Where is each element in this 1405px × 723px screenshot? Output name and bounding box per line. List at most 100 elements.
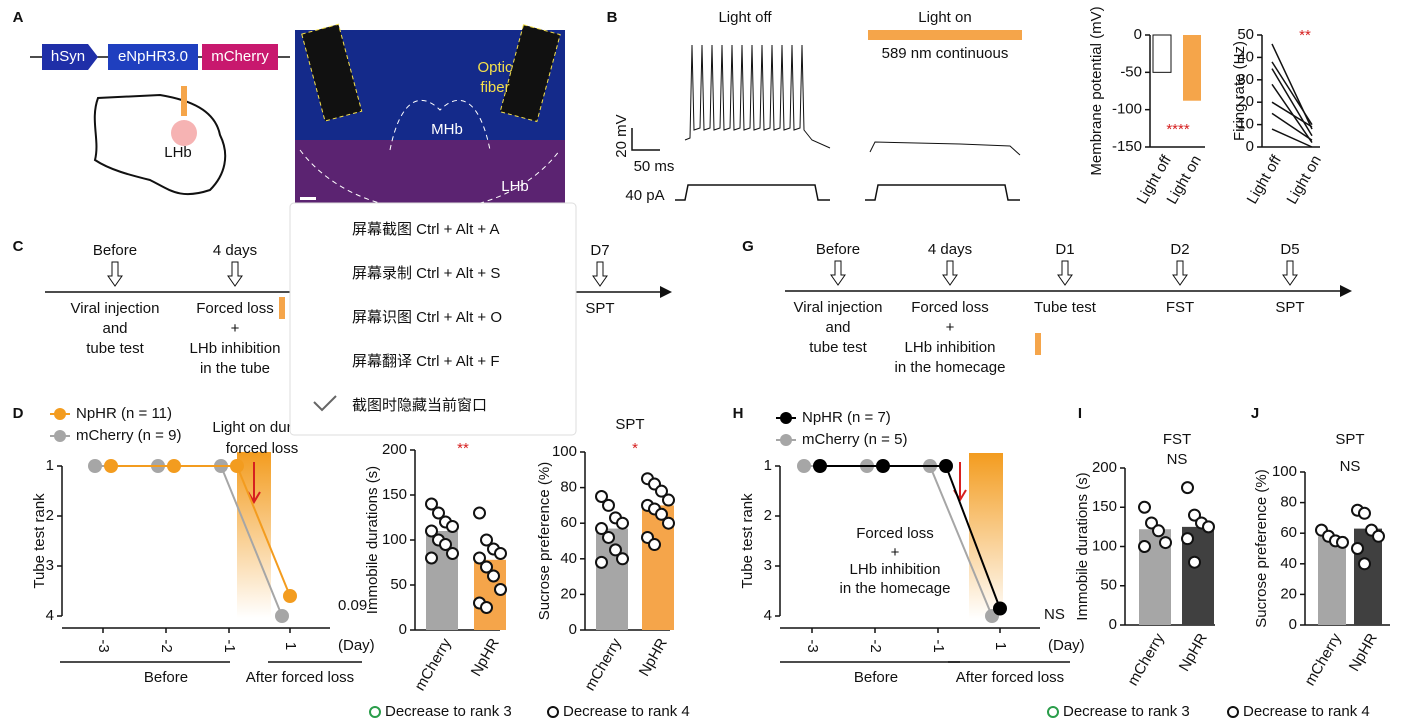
step-arrow bbox=[592, 261, 608, 287]
y-tick-label: 100 bbox=[552, 443, 577, 460]
y-tick-label: 1 bbox=[46, 457, 54, 474]
legend-dot bbox=[780, 412, 792, 424]
point bbox=[655, 507, 668, 521]
x-tick-label: mCherry bbox=[411, 635, 455, 694]
y-axis-label: Immobile durations (s) bbox=[1074, 472, 1091, 620]
x-tick-label: mCherry bbox=[1301, 630, 1345, 689]
fiber-icon bbox=[181, 86, 187, 116]
step-arrow bbox=[1172, 260, 1188, 286]
x-axis-label: (Day) bbox=[1048, 637, 1085, 654]
current: 40 pA bbox=[625, 187, 664, 204]
scale-bar bbox=[300, 197, 316, 200]
step-top: D2 bbox=[1170, 241, 1189, 258]
menu-item[interactable]: 屏幕截图 Ctrl + Alt + A bbox=[352, 221, 500, 238]
light-spot bbox=[171, 120, 197, 146]
region-label: LHb bbox=[164, 144, 192, 161]
point bbox=[813, 459, 827, 473]
y-tick-label: 2 bbox=[46, 507, 54, 524]
context-menu: 屏幕截图 Ctrl + Alt + A 屏幕录制 Ctrl + Alt + S 屏幕… bbox=[289, 202, 577, 436]
legend-dot bbox=[369, 706, 381, 718]
y-tick-label: 30 bbox=[1237, 71, 1254, 88]
step-bottom: tube test bbox=[86, 340, 144, 357]
pair-line bbox=[1271, 83, 1313, 143]
timeline-arrow bbox=[660, 286, 672, 298]
y-tick-label: 200 bbox=[382, 441, 407, 458]
point bbox=[662, 493, 675, 507]
fiber-icon bbox=[279, 297, 285, 319]
pair-line bbox=[1271, 68, 1313, 137]
menu-item[interactable]: 屏幕翻译 Ctrl + Alt + F bbox=[352, 353, 500, 370]
y-axis-label: Tube test rank bbox=[739, 493, 756, 589]
point bbox=[1159, 536, 1172, 550]
y-tick-label: 2 bbox=[764, 507, 772, 524]
group-label: After forced loss bbox=[956, 669, 1064, 686]
y-tick-label: 4 bbox=[764, 607, 772, 624]
y-tick-label: 40 bbox=[1237, 48, 1254, 65]
y-tick-label: 20 bbox=[1237, 93, 1254, 110]
legend-label: mCherry (n = 9) bbox=[76, 427, 181, 444]
y-tick-label: 20 bbox=[1280, 585, 1297, 602]
y-tick-label: 100 bbox=[382, 531, 407, 548]
bar bbox=[1183, 35, 1201, 101]
x-axis-label: (Day) bbox=[338, 637, 375, 654]
point bbox=[1188, 508, 1201, 522]
legend-dot bbox=[547, 706, 559, 718]
step-bottom: in the homecage bbox=[895, 359, 1006, 376]
step-top: 4 days bbox=[928, 241, 972, 258]
bar bbox=[1318, 536, 1346, 625]
current-step bbox=[865, 184, 1020, 201]
series-line bbox=[820, 465, 1001, 609]
menu-item[interactable]: 屏幕录制 Ctrl + Alt + S bbox=[352, 265, 500, 282]
point bbox=[275, 609, 289, 623]
light-period bbox=[969, 453, 1003, 619]
step-arrow bbox=[107, 261, 123, 287]
y-tick-label: -50 bbox=[1120, 63, 1142, 80]
y-axis-label: Tube test rank bbox=[31, 493, 48, 589]
annotation: NS bbox=[1044, 606, 1065, 623]
menu-item[interactable]: 屏幕识图 Ctrl + Alt + O bbox=[352, 309, 502, 326]
panel-letter: D bbox=[13, 405, 24, 422]
bar bbox=[1152, 34, 1172, 73]
panel-letter: C bbox=[13, 238, 24, 255]
y-tick-label: 50 bbox=[390, 576, 407, 593]
fiber-track bbox=[301, 23, 363, 122]
trace-on bbox=[869, 141, 1021, 156]
x-tick-label: NpHR bbox=[468, 635, 503, 679]
light-off: Light off bbox=[718, 9, 772, 26]
panel-letter: J bbox=[1251, 405, 1259, 422]
point bbox=[283, 589, 297, 603]
chart-title: FST bbox=[1163, 431, 1191, 448]
x-tick-label: -1 bbox=[221, 639, 238, 652]
point bbox=[595, 490, 608, 503]
point bbox=[104, 459, 118, 473]
legend-label: NpHR (n = 7) bbox=[802, 409, 891, 426]
y-tick-label: 1 bbox=[764, 457, 772, 474]
fiber-label: Optic bbox=[477, 59, 513, 76]
point bbox=[876, 459, 890, 473]
annotation: 0.09 bbox=[338, 597, 367, 614]
npHR-box bbox=[108, 44, 198, 70]
x-tick-label: NpHR bbox=[1346, 630, 1381, 674]
light-note: 589 nm continuous bbox=[882, 45, 1009, 62]
point bbox=[797, 459, 811, 473]
point bbox=[616, 552, 629, 566]
menu-item[interactable]: 截图时隐藏当前窗口 bbox=[352, 396, 487, 414]
point bbox=[1138, 540, 1151, 553]
y-tick-label: 200 bbox=[1092, 459, 1117, 476]
point bbox=[473, 551, 486, 565]
menu-box bbox=[289, 202, 577, 436]
annotation: ** bbox=[457, 440, 469, 457]
point bbox=[655, 484, 668, 498]
y-tick-label: 150 bbox=[382, 486, 407, 503]
point bbox=[446, 520, 459, 533]
step-bottom: + bbox=[946, 319, 955, 336]
pair-line bbox=[1271, 128, 1313, 148]
chart-title: SPT bbox=[1335, 431, 1364, 448]
y-tick-label: 20 bbox=[560, 585, 577, 602]
y-tick-label: -150 bbox=[1112, 138, 1142, 155]
legend-label: mCherry (n = 5) bbox=[802, 431, 907, 448]
step-top: Before bbox=[816, 241, 860, 258]
step-bottom: SPT bbox=[585, 300, 614, 317]
fiber-label: fiber bbox=[480, 79, 509, 96]
